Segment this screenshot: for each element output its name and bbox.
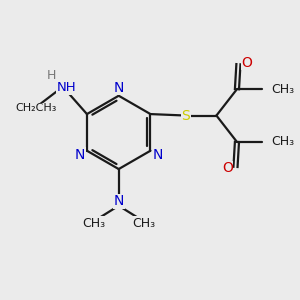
Text: CH₃: CH₃ [271, 135, 294, 148]
Text: NH: NH [57, 81, 76, 94]
Text: O: O [241, 56, 252, 70]
Text: H: H [47, 69, 56, 82]
Text: CH₃: CH₃ [82, 217, 105, 230]
Text: CH₂CH₃: CH₂CH₃ [15, 103, 56, 113]
Text: N: N [152, 148, 163, 162]
Text: CH₃: CH₃ [132, 217, 155, 230]
Text: CH₃: CH₃ [271, 82, 294, 96]
Text: N: N [113, 80, 124, 94]
Text: N: N [113, 194, 124, 208]
Text: S: S [181, 109, 190, 122]
Text: O: O [222, 161, 233, 175]
Text: N: N [75, 148, 85, 162]
